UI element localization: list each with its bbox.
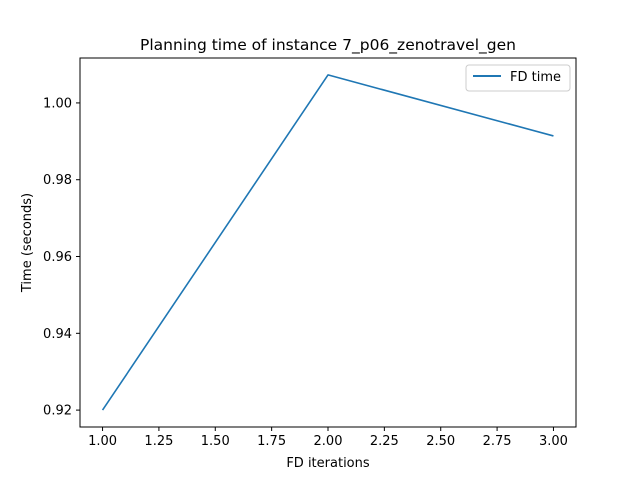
y-tick-label: 0.98 — [43, 173, 72, 188]
y-axis-label: Time (seconds) — [20, 193, 35, 293]
y-tick-label: 0.96 — [43, 250, 72, 265]
x-axis-label: FD iterations — [286, 456, 370, 471]
chart-title: Planning time of instance 7_p06_zenotrav… — [140, 36, 516, 55]
x-axis: 1.00 1.25 1.50 1.75 2.00 2.25 2.50 2.75 3.00 — [88, 427, 568, 449]
series-line-fd-time — [101, 74, 554, 411]
x-tick-label: 1.25 — [144, 434, 173, 449]
legend: FD time — [465, 64, 571, 92]
x-tick-label: 2.25 — [370, 434, 399, 449]
x-tick-label: 2.75 — [483, 434, 512, 449]
x-tick-label: 3.00 — [539, 434, 568, 449]
x-tick-label: 1.50 — [201, 434, 230, 449]
y-tick-label: 0.94 — [43, 327, 72, 342]
x-tick-label: 1.00 — [88, 434, 117, 449]
plot-area: 1.00 1.25 1.50 1.75 2.00 2.25 2.50 2.75 3.00 0.9… — [43, 57, 577, 449]
x-tick-label: 2.00 — [314, 434, 343, 449]
legend-box — [465, 64, 571, 92]
series-group — [101, 74, 554, 411]
x-tick-label: 2.50 — [426, 434, 455, 449]
y-tick-label: 0.92 — [43, 404, 72, 419]
x-tick-label: 1.75 — [257, 434, 286, 449]
legend-label-fd-time: FD time — [510, 70, 561, 85]
y-tick-label: 1.00 — [43, 96, 72, 111]
y-axis: 0.92 0.94 0.96 0.98 1.00 — [43, 96, 80, 419]
